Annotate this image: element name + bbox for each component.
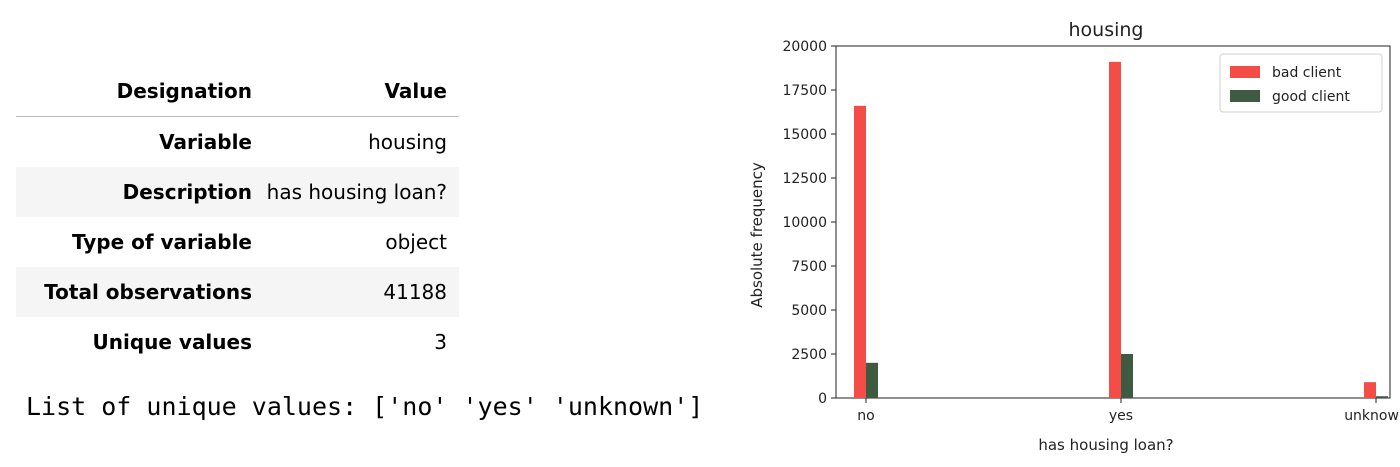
row-value: 41188 [383, 280, 447, 304]
chart-title: housing [1069, 19, 1144, 41]
y-tick-label: 5000 [791, 303, 827, 319]
bar-good-client-unknown [1376, 396, 1388, 398]
row-label: Variable [159, 130, 252, 154]
row-value: has housing loan? [266, 180, 447, 204]
bar-bad-client-unknown [1364, 382, 1376, 398]
y-tick-label: 17500 [782, 83, 827, 99]
bar-bad-client-yes [1109, 61, 1121, 399]
legend-box [1219, 53, 1383, 113]
chart-svg: housing has housing loan? Absolute frequ… [748, 19, 1400, 454]
legend-swatch [1230, 66, 1260, 78]
y-tick-label: 12500 [782, 171, 827, 187]
legend-swatch [1230, 90, 1260, 102]
designation-header: Designation [116, 79, 252, 103]
y-axis-label: Absolute frequency [748, 162, 766, 308]
y-tick-label: 0 [818, 391, 827, 407]
bar-bad-client-no [854, 105, 866, 398]
x-axis-label: has housing loan? [1038, 436, 1173, 454]
row-label: Description [122, 180, 252, 204]
table-header-row: Designation Value [16, 66, 459, 117]
row-value: 3 [434, 330, 447, 354]
table-row: Variable housing [16, 117, 459, 167]
unique-values-output: List of unique values: ['no' 'yes' 'unkn… [26, 392, 704, 421]
table-row: Unique values 3 [16, 317, 459, 367]
x-tick-label: no [857, 408, 874, 424]
legend-label: good client [1272, 89, 1350, 105]
housing-bar-chart: housing has housing loan? Absolute frequ… [740, 8, 1400, 467]
bar-good-client-no [866, 362, 878, 398]
y-tick-label: 15000 [782, 127, 827, 143]
y-tick-label: 20000 [782, 39, 827, 55]
bar-good-client-yes [1121, 354, 1133, 398]
row-value: housing [368, 130, 447, 154]
plot-area: 0 2500 5000 7500 10000 12500 15000 17500 20000 no… [782, 39, 1400, 424]
row-label: Total observations [44, 280, 252, 304]
variable-summary-table: Designation Value Variable housing Descr… [16, 66, 459, 367]
x-tick-label: unknown [1344, 408, 1400, 424]
legend-label: bad client [1272, 65, 1342, 81]
row-label: Unique values [92, 330, 252, 354]
y-tick-label: 10000 [782, 215, 827, 231]
y-tick-label: 2500 [791, 347, 827, 363]
chart-legend: bad client good client [1219, 53, 1383, 113]
table-row: Description has housing loan? [16, 167, 459, 217]
value-header: Value [384, 79, 447, 103]
row-value: object [385, 230, 447, 254]
table-row: Total observations 41188 [16, 267, 459, 317]
x-tick-label: yes [1109, 408, 1133, 424]
table-row: Type of variable object [16, 217, 459, 267]
y-tick-label: 7500 [791, 259, 827, 275]
row-label: Type of variable [71, 230, 252, 254]
